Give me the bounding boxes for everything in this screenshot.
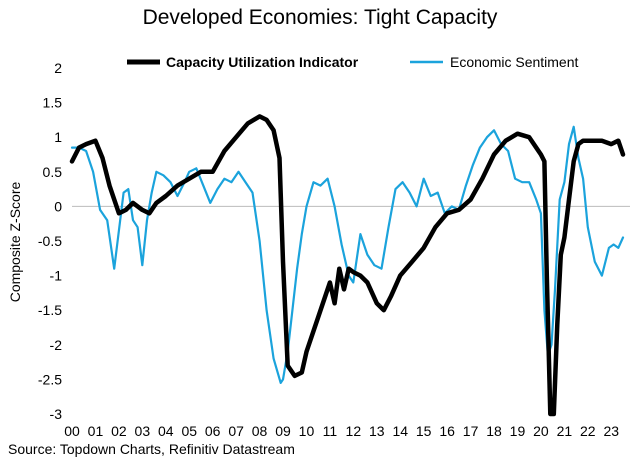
y-tick-label: 0.5 <box>43 164 63 180</box>
y-tick-label: 0 <box>54 198 62 214</box>
x-tick-label: 00 <box>64 423 80 439</box>
y-tick-label: 2 <box>54 60 62 76</box>
y-tick-label: 1.5 <box>43 95 63 111</box>
x-tick-label: 22 <box>580 423 596 439</box>
y-tick-label: 1 <box>54 129 62 145</box>
x-tick-label: 05 <box>181 423 197 439</box>
x-tick-label: 23 <box>603 423 619 439</box>
y-tick-label: -1.5 <box>38 302 62 318</box>
series-line-capacity-utilization <box>69 114 626 417</box>
y-tick-label: -2.5 <box>38 371 62 387</box>
y-axis-title: Composite Z-Score <box>7 181 23 302</box>
x-tick-label: 11 <box>323 423 338 439</box>
x-tick-label: 13 <box>369 423 385 439</box>
y-tick-label: -2 <box>50 337 63 353</box>
source-note: Source: Topdown Charts, Refinitiv Datast… <box>8 441 295 457</box>
legend-label-sentiment: Economic Sentiment <box>450 54 579 70</box>
x-tick-label: 07 <box>228 423 244 439</box>
x-tick-label: 12 <box>346 423 362 439</box>
x-tick-label: 17 <box>463 423 479 439</box>
y-axis-ticks: 2 1.5 1 0.5 0 -0.5 -1 -1.5 -2 -2.5 -3 <box>38 60 62 422</box>
x-tick-label: 09 <box>275 423 291 439</box>
x-tick-label: 04 <box>158 423 174 439</box>
x-tick-label: 16 <box>439 423 455 439</box>
x-tick-label: 06 <box>205 423 221 439</box>
series-line-economic-sentiment <box>70 125 625 384</box>
x-tick-label: 18 <box>486 423 502 439</box>
x-axis-ticks: 00 01 02 03 04 05 06 07 08 09 10 11 12 13 14 15 16 17 18 19… <box>64 423 619 439</box>
x-tick-label: 15 <box>416 423 432 439</box>
series-layer <box>69 114 626 417</box>
x-tick-label: 14 <box>392 423 408 439</box>
x-tick-label: 03 <box>135 423 151 439</box>
x-tick-label: 19 <box>510 423 526 439</box>
chart-title: Developed Economies: Tight Capacity <box>143 6 498 29</box>
x-tick-label: 08 <box>252 423 268 439</box>
y-tick-label: -3 <box>50 406 63 422</box>
legend-label-capacity: Capacity Utilization Indicator <box>166 54 359 70</box>
x-tick-label: 21 <box>557 423 573 439</box>
y-tick-label: -0.5 <box>38 233 62 249</box>
x-tick-label: 20 <box>533 423 549 439</box>
y-tick-label: -1 <box>50 268 63 284</box>
legend: Capacity Utilization Indicator Economic … <box>127 54 579 70</box>
x-tick-label: 10 <box>299 423 315 439</box>
x-tick-label: 01 <box>88 423 104 439</box>
x-tick-label: 02 <box>111 423 127 439</box>
